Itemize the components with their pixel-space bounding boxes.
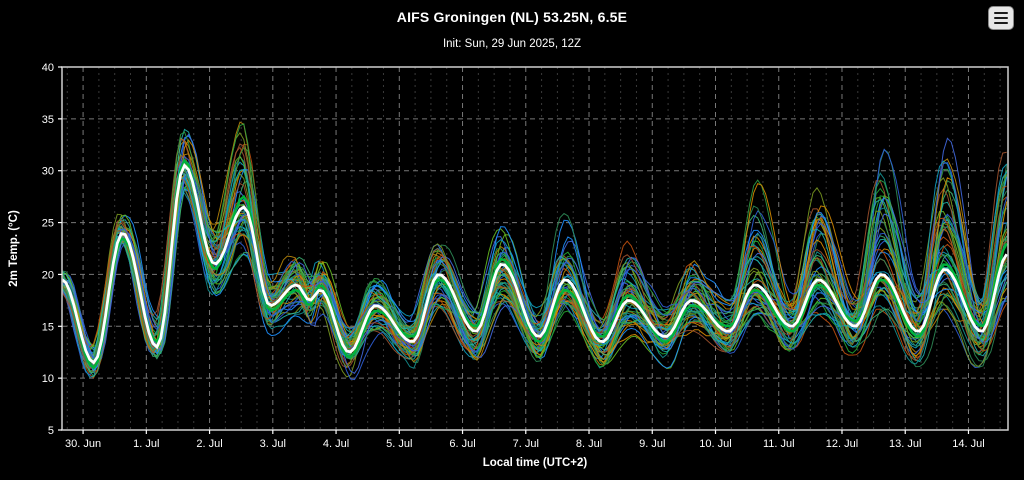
- x-tick-label: 7. Jul: [513, 438, 539, 450]
- x-tick-label: 14. Jul: [952, 438, 984, 450]
- main-series-lines: [62, 158, 1008, 370]
- menu-button[interactable]: [988, 6, 1014, 30]
- y-tick-label: 40: [42, 62, 54, 74]
- ensemble-mean-line: [62, 163, 1008, 365]
- hamburger-menu-icon: [994, 17, 1008, 19]
- init-time-subtitle: Init: Sun, 29 Jun 2025, 12Z: [442, 38, 582, 50]
- x-axis-label: Local time (UTC+2): [483, 457, 588, 469]
- y-axis-label: 2m Temp. (°C): [8, 210, 20, 287]
- ensemble-member-line: [62, 153, 1008, 365]
- y-tick-label: 20: [42, 269, 54, 281]
- x-tick-label: 3. Jul: [260, 438, 286, 450]
- ensemble-member-line: [62, 146, 1008, 364]
- x-tick-label: 1. Jul: [133, 438, 159, 450]
- page-title: AIFS Groningen (NL) 53.25N, 6.5E: [396, 9, 628, 25]
- x-tick-label: 13. Jul: [889, 438, 921, 450]
- x-tick-label: 6. Jul: [449, 438, 475, 450]
- x-tick-label: 11. Jul: [763, 438, 795, 450]
- y-tick-label: 30: [42, 166, 54, 178]
- y-tick-label: 15: [42, 321, 54, 333]
- x-tick-label: 2. Jul: [196, 438, 222, 450]
- hamburger-menu-icon: [994, 12, 1008, 14]
- ensemble-member-line: [62, 168, 1008, 366]
- control-run-line: [62, 158, 1008, 370]
- ensemble-member-lines: [62, 121, 1008, 381]
- axes: 5 10 15 20 25 30 35 40 30. Jun 1. Jul 2. Jul 3. Jul…: [8, 62, 1009, 469]
- ensemble-member-line: [62, 165, 1008, 362]
- ensemble-member-line: [62, 123, 1008, 362]
- x-tick-label: 4. Jul: [323, 438, 349, 450]
- x-tick-label: 5. Jul: [386, 438, 412, 450]
- x-tick-label: 9. Jul: [639, 438, 665, 450]
- hamburger-menu-icon: [994, 22, 1008, 24]
- ensemble-member-line: [62, 173, 1008, 378]
- y-tick-label: 35: [42, 114, 54, 126]
- y-tick-label: 25: [42, 218, 54, 230]
- ensemble-member-line: [62, 128, 1008, 360]
- x-tick-label: 10. Jul: [699, 438, 731, 450]
- x-tick-label: 30. Jun: [65, 438, 101, 450]
- y-tick-label: 10: [42, 373, 54, 385]
- y-tick-label: 5: [48, 425, 54, 437]
- x-tick-label: 8. Jul: [576, 438, 602, 450]
- x-tick-label: 12. Jul: [826, 438, 858, 450]
